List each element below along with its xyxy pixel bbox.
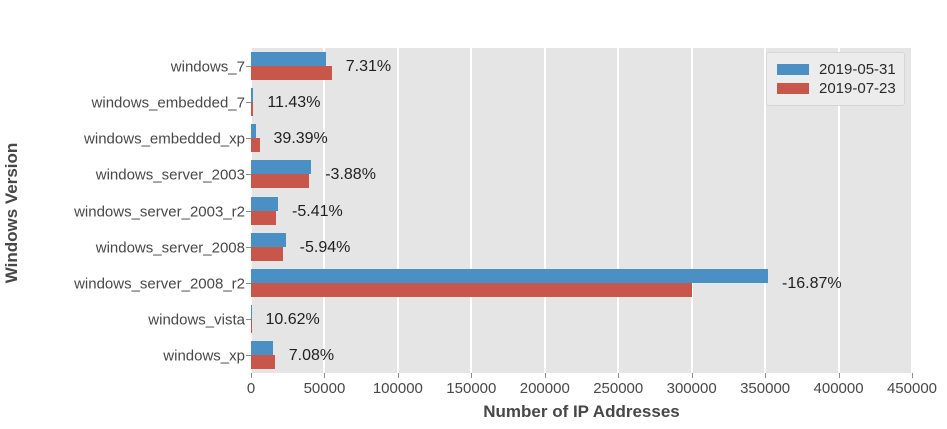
x-tick-mark <box>618 373 620 378</box>
percent-change-label: 11.43% <box>267 94 321 112</box>
bar-2019-05-31 <box>251 340 273 355</box>
y-tick-label: windows_xp <box>163 347 245 365</box>
y-tick-label: windows_server_2008_r2 <box>74 275 245 293</box>
y-tick-label: windows_embedded_xp <box>84 130 245 148</box>
bar-2019-07-23 <box>251 354 275 369</box>
x-tick-label: 100000 <box>372 380 423 397</box>
x-tick-label: 200000 <box>519 380 570 397</box>
bar-2019-07-23 <box>251 210 276 225</box>
gridline <box>617 48 620 373</box>
x-tick-mark <box>251 373 252 378</box>
legend-entry: 2019-05-31 <box>777 60 896 79</box>
y-tick-label: windows_embedded_7 <box>91 94 245 112</box>
y-tick-mark <box>246 210 251 212</box>
bar-2019-07-23 <box>251 102 254 117</box>
x-tick-label: 300000 <box>666 380 717 397</box>
legend-label: 2019-07-23 <box>819 80 896 97</box>
percent-change-label: -5.94% <box>299 238 351 256</box>
y-tick-mark <box>246 66 251 68</box>
percent-change-label: 7.08% <box>288 346 335 364</box>
x-tick-label: 50000 <box>303 380 346 397</box>
y-tick-mark <box>246 282 251 284</box>
y-tick-label: windows_7 <box>170 58 245 76</box>
bar-2019-05-31 <box>251 160 312 175</box>
x-tick-label: 400000 <box>813 380 864 397</box>
x-tick-mark <box>765 373 767 378</box>
gridline <box>323 48 326 373</box>
gridline <box>470 48 473 373</box>
y-tick-mark <box>246 246 251 248</box>
bar-2019-07-23 <box>251 174 309 189</box>
y-tick-mark <box>246 354 251 356</box>
y-tick-label: windows_server_2003 <box>95 166 245 184</box>
legend-swatch <box>777 64 809 75</box>
x-tick-label: 250000 <box>593 380 644 397</box>
y-tick-label: windows_server_2003_r2 <box>74 203 245 220</box>
x-tick-mark <box>691 373 693 378</box>
gridline <box>543 48 546 373</box>
bar-2019-07-23 <box>251 282 692 297</box>
x-tick-label: 450000 <box>886 380 938 397</box>
bar-2019-07-23 <box>251 66 332 81</box>
percent-change-label: -3.88% <box>325 166 376 184</box>
legend-label: 2019-05-31 <box>819 61 896 78</box>
percent-change-label: 10.62% <box>265 310 320 328</box>
legend: 2019-05-31 2019-07-23 <box>766 52 905 106</box>
y-tick-mark <box>246 174 251 176</box>
gridline <box>764 48 767 373</box>
x-tick-mark <box>471 373 473 378</box>
bar-2019-07-23 <box>251 138 260 153</box>
x-tick-label: 0 <box>246 380 256 397</box>
y-tick-mark <box>246 102 251 104</box>
x-tick-mark <box>544 373 546 378</box>
x-tick-label: 350000 <box>740 380 791 397</box>
bar-2019-05-31 <box>251 52 326 67</box>
legend-swatch <box>777 83 809 94</box>
y-tick-label: windows_server_2008 <box>95 239 245 257</box>
y-tick-mark <box>246 318 251 320</box>
gridline <box>396 48 399 373</box>
percent-change-label: 39.39% <box>273 130 328 148</box>
y-tick-label: windows_vista <box>148 311 245 329</box>
gridline <box>911 48 913 373</box>
legend-entry: 2019-07-23 <box>777 79 896 98</box>
bar-2019-05-31 <box>251 124 257 139</box>
gridline <box>837 48 840 373</box>
bar-2019-05-31 <box>251 88 254 103</box>
x-tick-mark <box>324 373 326 378</box>
x-tick-label: 150000 <box>446 380 497 397</box>
bar-2019-05-31 <box>251 232 286 247</box>
x-axis-title: Number of IP Addresses <box>483 402 680 421</box>
percent-change-label: -5.41% <box>292 202 343 220</box>
x-tick-mark <box>912 373 913 378</box>
bar-2019-07-23 <box>251 246 284 261</box>
x-tick-mark <box>838 373 840 378</box>
y-tick-mark <box>246 138 251 140</box>
bar-2019-05-31 <box>251 268 769 283</box>
bar-2019-05-31 <box>251 196 279 211</box>
x-tick-mark <box>397 373 399 378</box>
gridline <box>690 48 693 373</box>
percent-change-label: -16.87% <box>782 274 842 292</box>
y-axis-title: Windows Version <box>2 142 21 284</box>
percent-change-label: 7.31% <box>345 58 392 76</box>
